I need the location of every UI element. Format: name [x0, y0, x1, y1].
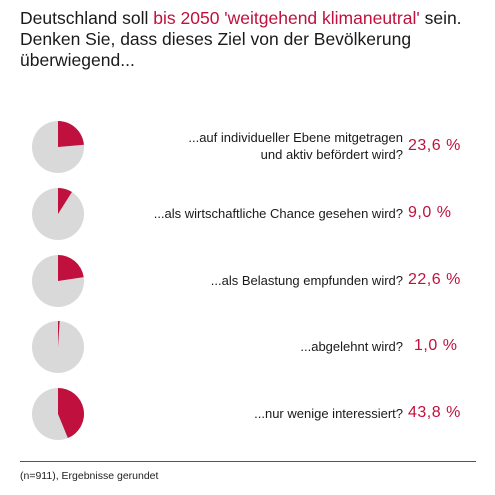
category-label: ...abgelehnt wird?: [300, 338, 403, 354]
category-label: ...als Belastung empfunden wird?: [210, 272, 403, 288]
category-label: ...auf individueller Ebene mitgetragen u…: [188, 130, 403, 162]
pie-row: ...abgelehnt wird? 1,0 %: [0, 318, 495, 378]
pie-chart: [32, 188, 84, 240]
pie-slice-value: [58, 321, 60, 347]
category-label: ...als wirtschaftliche Chance gesehen wi…: [153, 205, 403, 221]
value-label: 43,8 %: [408, 404, 461, 421]
footnote: (n=911), Ergebnisse gerundet: [20, 470, 159, 482]
footer-divider: [20, 461, 476, 462]
pie-slice-value: [58, 121, 84, 147]
category-label: ...nur wenige interessiert?: [254, 405, 403, 421]
chart-title: Deutschland soll bis 2050 'weitgehend kl…: [20, 8, 482, 71]
title-part-2: sein. Denken Sie, dass dieses Ziel von d…: [20, 8, 462, 70]
pie-chart: [32, 121, 84, 173]
pie-row: ...als wirtschaftliche Chance gesehen wi…: [0, 185, 495, 245]
pie-row: ...als Belastung empfunden wird? 22,6 %: [0, 252, 495, 312]
pie-chart: [32, 321, 84, 373]
pie-row: ...auf individueller Ebene mitgetragen u…: [0, 118, 495, 178]
value-label: 1,0 %: [414, 337, 458, 354]
title-highlight: bis 2050 'weitgehend klimaneutral': [153, 8, 420, 28]
pie-row: ...nur wenige interessiert? 43,8 %: [0, 385, 495, 445]
value-label: 22,6 %: [408, 271, 461, 288]
value-label: 9,0 %: [408, 204, 452, 221]
pie-slice-value: [58, 188, 72, 214]
pie-chart: [32, 255, 84, 307]
pie-chart: [32, 388, 84, 440]
pie-slice-value: [58, 388, 84, 439]
value-label: 23,6 %: [408, 137, 461, 154]
title-part-1: Deutschland soll: [20, 8, 154, 28]
pie-slice-value: [58, 255, 84, 281]
